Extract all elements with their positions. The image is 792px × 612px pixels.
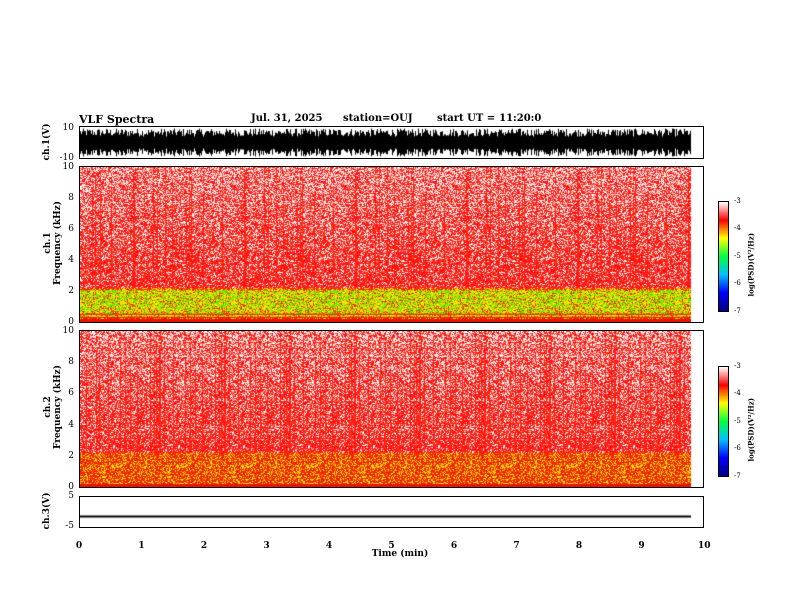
ch2-spec-ytick-8: 8	[68, 357, 74, 367]
x-tick-5: 5	[388, 541, 395, 551]
ch2-spec-ytick-0: 0	[68, 482, 74, 492]
cb2-tick-6: -6	[734, 444, 741, 452]
cb2-tick-5: -5	[734, 417, 741, 425]
start-time-label: start UT = 11:20:0	[437, 113, 542, 124]
ch2-spec-ytick-10: 10	[62, 326, 74, 336]
ch1-spec-ytick-8: 8	[68, 193, 74, 203]
ch1-spec-ytick-10: 10	[62, 162, 74, 172]
x-tick-9: 9	[638, 541, 645, 551]
x-tick-4: 4	[325, 541, 333, 551]
x-tick-1: 1	[138, 541, 145, 551]
ch3-ylabel: ch.3(V)	[42, 492, 52, 530]
x-tick-10: 10	[698, 541, 711, 551]
x-tick-3: 3	[263, 541, 270, 551]
cb2-label: log(PSD)(V²/Hz)	[746, 397, 756, 462]
ch3-waveform-panel	[79, 496, 704, 528]
ch2-spec-ylabel-1: ch.2	[43, 396, 53, 418]
ch2-spectrogram-panel	[79, 330, 704, 488]
cb1-label: log(PSD)(V²/Hz)	[746, 232, 756, 297]
cb1-tick-7: -7	[734, 307, 741, 315]
ch1-waveform-panel	[79, 126, 704, 159]
ch1-spec-ylabel-2: Frequency (kHz)	[53, 201, 63, 286]
ch1-ytick-bottom: -10	[59, 153, 75, 163]
ch1-spec-ytick-6: 6	[68, 224, 74, 234]
date-label: Jul. 31, 2025	[251, 113, 323, 124]
x-tick-0: 0	[75, 541, 83, 551]
ch2-spec-ytick-2: 2	[68, 451, 74, 461]
ch1-spec-ytick-2: 2	[68, 286, 74, 296]
cb1-tick-3: -3	[734, 197, 741, 205]
ch1-spectrogram-image	[80, 167, 703, 322]
ch1-spectrogram-panel	[79, 166, 704, 323]
ch1-spec-ytick-0: 0	[68, 317, 74, 327]
cb1-tick-5: -5	[734, 252, 741, 260]
x-tick-2: 2	[200, 541, 208, 551]
cb1-tick-4: -4	[734, 224, 741, 232]
ch1-ylabel: ch.1(V)	[42, 123, 52, 161]
ch1-waveform-trace	[80, 127, 703, 158]
ch2-spec-ytick-6: 6	[68, 388, 74, 398]
ch2-spec-ytick-4: 4	[68, 420, 74, 430]
ch1-colorbar	[718, 201, 729, 312]
ch2-spectrogram-image	[80, 331, 703, 487]
x-tick-8: 8	[575, 541, 583, 551]
ch2-colorbar	[718, 366, 729, 477]
ch2-spec-ylabel-2: Frequency (kHz)	[53, 365, 63, 450]
cb1-tick-6: -6	[734, 279, 741, 287]
x-axis-label: Time (min)	[371, 549, 429, 559]
chart-title: VLF Spectra	[79, 113, 155, 126]
cb2-tick-7: -7	[734, 472, 741, 480]
ch3-ytick-bottom: -5	[65, 521, 74, 531]
ch3-ytick-top: 5	[68, 491, 74, 501]
cb2-tick-3: -3	[734, 362, 741, 370]
ch1-spec-ylabel-1: ch.1	[43, 232, 53, 254]
x-tick-7: 7	[513, 541, 520, 551]
ch1-ytick-top: 10	[62, 123, 74, 133]
ch3-waveform-trace	[80, 497, 703, 527]
cb2-tick-4: -4	[734, 389, 741, 397]
station-label: station=OUJ	[343, 113, 413, 124]
ch1-spec-ytick-4: 4	[68, 255, 74, 265]
x-tick-6: 6	[450, 541, 458, 551]
